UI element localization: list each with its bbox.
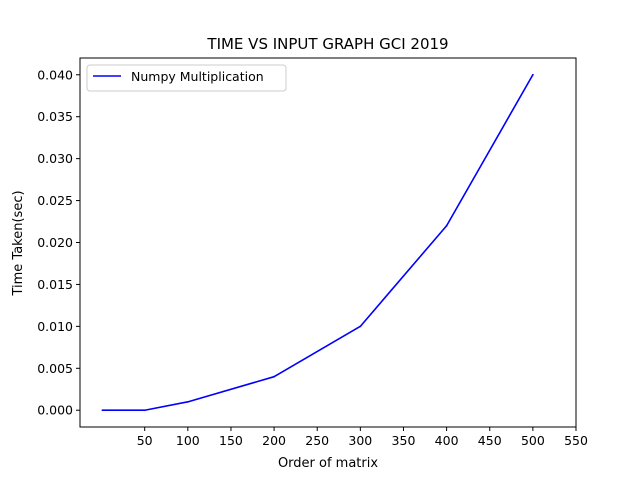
y-tick-label: 0.000 <box>37 403 73 418</box>
y-tick-label: 0.010 <box>37 319 73 334</box>
x-axis-label: Order of matrix <box>278 456 378 471</box>
data-point <box>531 73 534 76</box>
y-tick-label: 0.040 <box>37 67 73 82</box>
data-point <box>186 400 189 403</box>
x-tick-label: 450 <box>478 433 502 448</box>
data-point <box>359 325 362 328</box>
y-axis-label: Time Taken(sec) <box>11 190 26 296</box>
data-point <box>273 375 275 378</box>
x-tick-label: 500 <box>521 433 545 448</box>
x-tick-label: 550 <box>564 433 588 448</box>
x-tick-label: 400 <box>435 433 459 448</box>
legend-box <box>86 64 287 92</box>
x-tick-label: 150 <box>219 433 243 448</box>
data-point <box>143 409 146 412</box>
legend-entry-label: Numpy Multiplication <box>131 69 264 84</box>
series-lines <box>101 73 534 412</box>
x-tick-label: 350 <box>392 433 416 448</box>
y-axis-ticks: 0.000 0.005 0.010 0.015 0.020 0.025 0.030 0.035… <box>37 67 80 418</box>
y-tick-label: 0.005 <box>37 361 73 376</box>
y-tick-label: 0.030 <box>37 151 73 166</box>
legend: Numpy Multiplication <box>86 64 287 92</box>
x-tick-label: 200 <box>262 433 286 448</box>
chart-title: TIME VS INPUT GRAPH GCI 2019 <box>206 35 448 53</box>
x-tick-label: 50 <box>137 433 153 448</box>
y-tick-label: 0.025 <box>37 193 73 208</box>
y-tick-label: 0.035 <box>37 109 73 124</box>
x-tick-label: 300 <box>348 433 372 448</box>
y-tick-label: 0.015 <box>37 277 73 292</box>
plot-area-frame <box>79 57 577 428</box>
data-point <box>101 409 104 412</box>
x-tick-label: 250 <box>305 433 329 448</box>
x-tick-label: 100 <box>176 433 200 448</box>
x-axis-ticks: 50 100 150 200 250 300 350 400 450 500 550 <box>137 427 588 448</box>
data-point <box>445 224 448 227</box>
y-tick-label: 0.020 <box>37 235 73 250</box>
